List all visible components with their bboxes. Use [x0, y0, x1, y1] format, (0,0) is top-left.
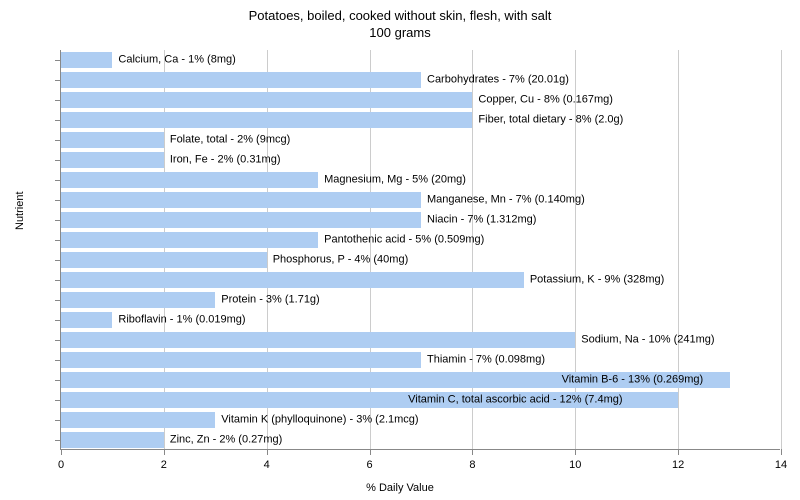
nutrient-bar: Folate, total - 2% (9mcg): [61, 132, 781, 148]
bar-fill: [61, 332, 575, 348]
x-tick-label: 0: [58, 459, 64, 471]
nutrient-bar: Niacin - 7% (1.312mg): [61, 212, 781, 228]
x-tick-label: 8: [469, 459, 475, 471]
nutrient-bar: Calcium, Ca - 1% (8mg): [61, 52, 781, 68]
grid-line: [267, 50, 268, 449]
x-tick-label: 6: [367, 459, 373, 471]
x-tick: [575, 449, 576, 455]
bar-label: Manganese, Mn - 7% (0.140mg): [421, 195, 591, 206]
bar-fill: [61, 112, 472, 128]
x-tick: [61, 449, 62, 455]
nutrient-bar: Thiamin - 7% (0.098mg): [61, 352, 781, 368]
x-tick: [370, 449, 371, 455]
grid-line: [472, 50, 473, 449]
bar-label: Magnesium, Mg - 5% (20mg): [318, 175, 472, 186]
x-tick: [678, 449, 679, 455]
nutrient-bar: Zinc, Zn - 2% (0.27mg): [61, 432, 781, 448]
plot-area: 02468101214Calcium, Ca - 1% (8mg)Carbohy…: [60, 50, 780, 450]
bar-label: Carbohydrates - 7% (20.01g): [421, 75, 575, 86]
grid-line: [575, 50, 576, 449]
grid-line: [678, 50, 679, 449]
bar-fill: [61, 252, 267, 268]
x-tick: [164, 449, 165, 455]
bar-fill: [61, 92, 472, 108]
x-tick: [472, 449, 473, 455]
bar-label: Thiamin - 7% (0.098mg): [421, 355, 551, 366]
chart-title-line2: 100 grams: [0, 25, 800, 42]
bar-fill: [61, 192, 421, 208]
x-tick-label: 4: [264, 459, 270, 471]
bar-fill: [61, 152, 164, 168]
bar-fill: [61, 132, 164, 148]
x-tick-label: 10: [569, 459, 581, 471]
x-tick: [267, 449, 268, 455]
bar-label: Riboflavin - 1% (0.019mg): [112, 315, 251, 326]
nutrient-bar: Fiber, total dietary - 8% (2.0g): [61, 112, 781, 128]
nutrient-bar: Iron, Fe - 2% (0.31mg): [61, 152, 781, 168]
bar-label: Fiber, total dietary - 8% (2.0g): [472, 115, 629, 126]
chart-title: Potatoes, boiled, cooked without skin, f…: [0, 8, 800, 42]
x-axis-label: % Daily Value: [0, 482, 800, 494]
bar-label: Phosphorus, P - 4% (40mg): [267, 255, 415, 266]
nutrient-bar: Pantothenic acid - 5% (0.509mg): [61, 232, 781, 248]
nutrient-bar: Protein - 3% (1.71g): [61, 292, 781, 308]
bar-fill: [61, 72, 421, 88]
x-tick-label: 12: [672, 459, 684, 471]
nutrient-bar: Phosphorus, P - 4% (40mg): [61, 252, 781, 268]
nutrient-chart: Potatoes, boiled, cooked without skin, f…: [0, 0, 800, 500]
bar-fill: [61, 412, 215, 428]
bar-fill: [61, 52, 112, 68]
bar-label: Potassium, K - 9% (328mg): [524, 275, 671, 286]
bar-fill: [61, 232, 318, 248]
bar-fill: [61, 172, 318, 188]
nutrient-bar: Manganese, Mn - 7% (0.140mg): [61, 192, 781, 208]
x-tick: [781, 449, 782, 455]
bar-label: Pantothenic acid - 5% (0.509mg): [318, 235, 490, 246]
grid-line: [781, 50, 782, 449]
bar-label: Vitamin K (phylloquinone) - 3% (2.1mcg): [215, 415, 424, 426]
bar-label: Iron, Fe - 2% (0.31mg): [164, 155, 287, 166]
nutrient-bar: Vitamin B-6 - 13% (0.269mg): [61, 372, 781, 388]
bar-label: Zinc, Zn - 2% (0.27mg): [164, 435, 288, 446]
nutrient-bar: Vitamin K (phylloquinone) - 3% (2.1mcg): [61, 412, 781, 428]
nutrient-bar: Vitamin C, total ascorbic acid - 12% (7.…: [61, 392, 781, 408]
bar-fill: [61, 212, 421, 228]
bar-label: Folate, total - 2% (9mcg): [164, 135, 296, 146]
x-tick-label: 14: [775, 459, 787, 471]
bar-fill: [61, 432, 164, 448]
bar-label: Calcium, Ca - 1% (8mg): [112, 55, 241, 66]
x-tick-label: 2: [161, 459, 167, 471]
nutrient-bar: Copper, Cu - 8% (0.167mg): [61, 92, 781, 108]
nutrient-bar: Potassium, K - 9% (328mg): [61, 272, 781, 288]
grid-line: [370, 50, 371, 449]
nutrient-bar: Magnesium, Mg - 5% (20mg): [61, 172, 781, 188]
bar-fill: [61, 272, 524, 288]
bar-label: Vitamin C, total ascorbic acid - 12% (7.…: [402, 395, 628, 406]
chart-title-line1: Potatoes, boiled, cooked without skin, f…: [0, 8, 800, 25]
nutrient-bar: Riboflavin - 1% (0.019mg): [61, 312, 781, 328]
nutrient-bar: Sodium, Na - 10% (241mg): [61, 332, 781, 348]
nutrient-bar: Carbohydrates - 7% (20.01g): [61, 72, 781, 88]
bar-label: Niacin - 7% (1.312mg): [421, 215, 542, 226]
bar-label: Copper, Cu - 8% (0.167mg): [472, 95, 619, 106]
bar-label: Protein - 3% (1.71g): [215, 295, 325, 306]
bar-fill: [61, 312, 112, 328]
bar-label: Sodium, Na - 10% (241mg): [575, 335, 720, 346]
y-axis-label: Nutrient: [14, 191, 26, 230]
bar-fill: [61, 352, 421, 368]
bar-label: Vitamin B-6 - 13% (0.269mg): [556, 375, 710, 386]
bar-fill: [61, 292, 215, 308]
grid-line: [164, 50, 165, 449]
